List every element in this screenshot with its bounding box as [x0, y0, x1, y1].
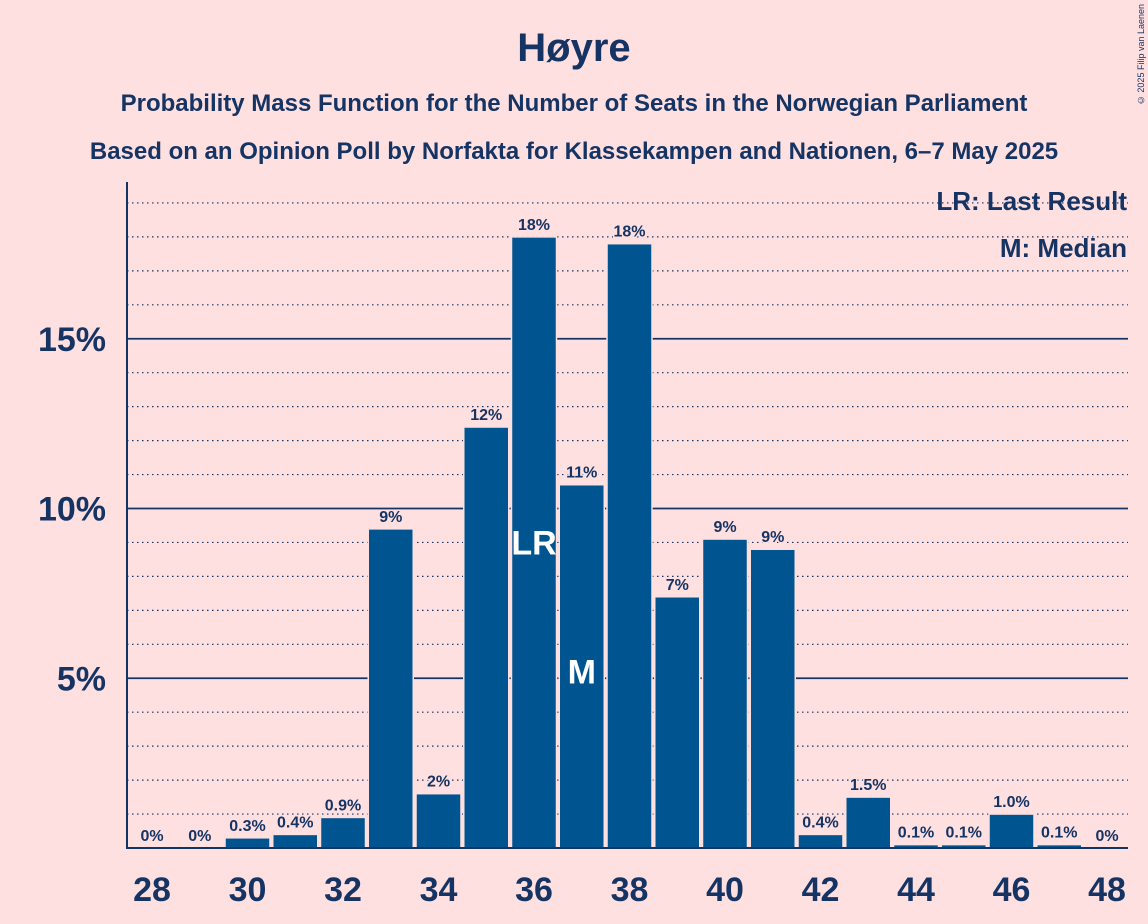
- data-label: 0.1%: [1041, 825, 1077, 842]
- data-label: 11%: [566, 465, 597, 482]
- x-tick-label: 34: [420, 871, 458, 909]
- y-tick-label: 15%: [38, 321, 106, 359]
- bar: [749, 548, 796, 849]
- marker-label: M: [568, 653, 596, 691]
- bar: [272, 833, 319, 849]
- data-label: 0.1%: [898, 825, 934, 842]
- data-label: 12%: [470, 407, 502, 424]
- bar: [224, 837, 271, 849]
- bar: [415, 792, 462, 849]
- bar: [988, 813, 1035, 849]
- bar: [654, 596, 701, 849]
- x-tick-label: 32: [324, 871, 362, 909]
- bar: [367, 528, 414, 849]
- data-label: 0%: [188, 828, 211, 845]
- x-tick-label: 30: [229, 871, 267, 909]
- data-label: 0.3%: [229, 818, 265, 835]
- data-label: 0.4%: [802, 814, 838, 831]
- x-tick-label: 44: [897, 871, 935, 909]
- bar: [845, 796, 892, 849]
- data-label: 18%: [518, 217, 550, 234]
- data-label: 1.0%: [993, 794, 1029, 811]
- data-label: 9%: [761, 529, 784, 546]
- data-label: 0%: [140, 828, 163, 845]
- data-label: 7%: [666, 577, 689, 594]
- legend-entry: LR: Last Result: [936, 186, 1127, 216]
- x-tick-label: 40: [706, 871, 744, 909]
- x-tick-label: 38: [611, 871, 649, 909]
- data-label: 2%: [427, 774, 450, 791]
- y-tick-label: 5%: [57, 660, 106, 698]
- data-label: 0.9%: [325, 797, 361, 814]
- x-tick-label: 42: [802, 871, 840, 909]
- x-tick-label: 46: [993, 871, 1031, 909]
- legend-entry: M: Median: [1000, 233, 1127, 263]
- marker-label: LR: [511, 524, 556, 562]
- data-label: 0.1%: [946, 825, 982, 842]
- x-tick-label: 28: [133, 871, 171, 909]
- chart-subtitle-source: Based on an Opinion Poll by Norfakta for…: [89, 138, 1059, 165]
- data-label: 0.4%: [277, 814, 313, 831]
- data-label: 9%: [379, 509, 402, 526]
- bar: [463, 426, 510, 849]
- bar: [701, 538, 749, 849]
- data-label: 0%: [1095, 828, 1118, 845]
- bar: [558, 483, 605, 849]
- bar: [319, 816, 367, 849]
- y-tick-label: 10%: [38, 491, 106, 529]
- data-label: 18%: [613, 224, 645, 241]
- data-label: 1.5%: [850, 777, 886, 794]
- data-label: 9%: [713, 519, 736, 536]
- chart-subtitle: Probability Mass Function for the Number…: [120, 90, 1028, 117]
- chart-title: Høyre: [517, 26, 631, 70]
- bar: [606, 242, 653, 849]
- x-tick-label: 48: [1088, 871, 1126, 909]
- x-tick-label: 36: [515, 871, 553, 909]
- bar: [797, 833, 844, 849]
